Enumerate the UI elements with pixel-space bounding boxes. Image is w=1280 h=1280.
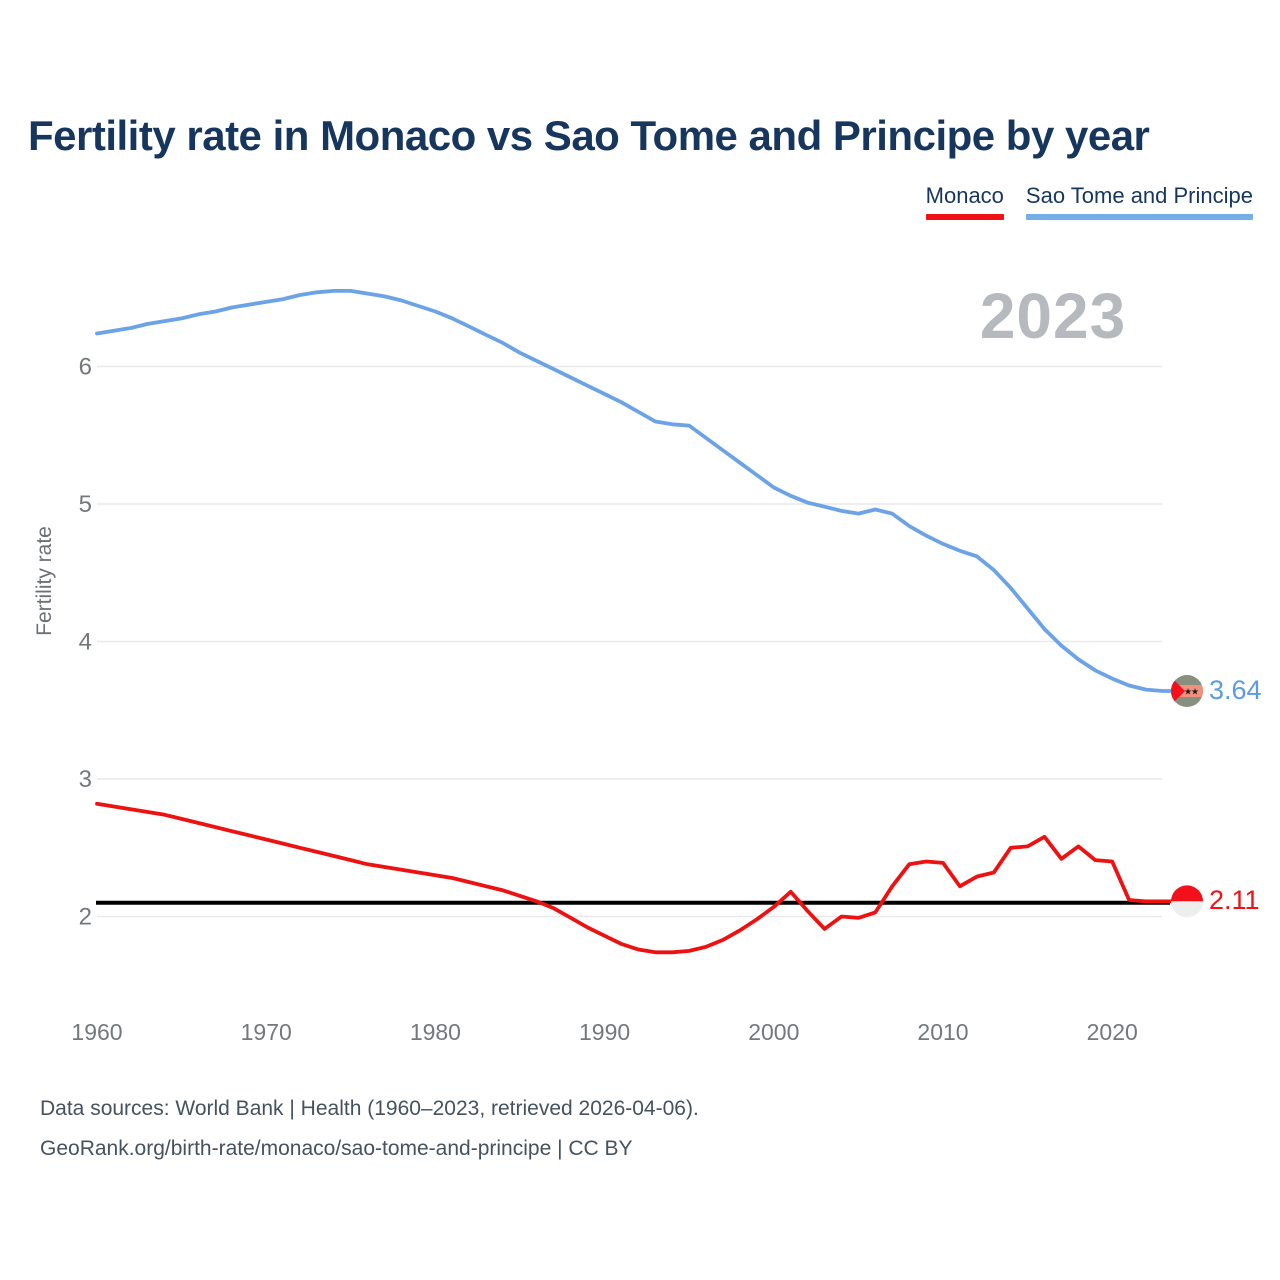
y-tick-label: 5 [79, 491, 92, 518]
x-tick-label: 1990 [579, 1019, 630, 1045]
chart-footer: Data sources: World Bank | Health (1960–… [40, 1089, 699, 1169]
monaco-flag-marker [1171, 885, 1203, 918]
series-line-sao-tome-and-principe [95, 288, 1175, 693]
y-tick-label: 2 [79, 904, 92, 931]
year-watermark: 2023 [979, 280, 1127, 352]
data-source-line: Data sources: World Bank | Health (1960–… [40, 1097, 699, 1120]
attribution-line: GeoRank.org/birth-rate/monaco/sao-tome-a… [40, 1137, 633, 1160]
legend-item-monaco[interactable]: Monaco [925, 183, 1004, 220]
x-tick-label: 1970 [241, 1019, 292, 1045]
legend-color-bar-sao-tome [1025, 214, 1253, 220]
y-tick-label: 6 [79, 354, 92, 381]
legend-color-bar-monaco [925, 214, 1004, 220]
legend-label-sao-tome: Sao Tome and Principe [1025, 183, 1253, 208]
x-tick-label: 1960 [71, 1019, 122, 1045]
y-tick-label: 4 [79, 629, 92, 656]
page-title: Fertility rate in Monaco vs Sao Tome and… [28, 112, 1150, 159]
x-tick-label: 2010 [917, 1019, 968, 1045]
star-icon: ★ [1184, 687, 1192, 697]
end-value-sao-tome: 3.64 [1209, 675, 1262, 705]
legend-label-monaco: Monaco [925, 183, 1004, 208]
x-tick-label: 1980 [410, 1019, 461, 1045]
star-icon: ★ [1191, 687, 1199, 697]
end-value-monaco: 2.11 [1209, 885, 1260, 915]
y-tick-label: 3 [79, 766, 92, 793]
x-tick-label: 2000 [748, 1019, 799, 1045]
series-line-monaco [95, 801, 1175, 955]
sao-tome-flag-marker: ★★ [1171, 675, 1203, 707]
legend: Monaco Sao Tome and Principe [925, 183, 1253, 220]
x-tick-label: 2020 [1087, 1019, 1138, 1045]
legend-item-sao-tome[interactable]: Sao Tome and Principe [1025, 183, 1253, 220]
